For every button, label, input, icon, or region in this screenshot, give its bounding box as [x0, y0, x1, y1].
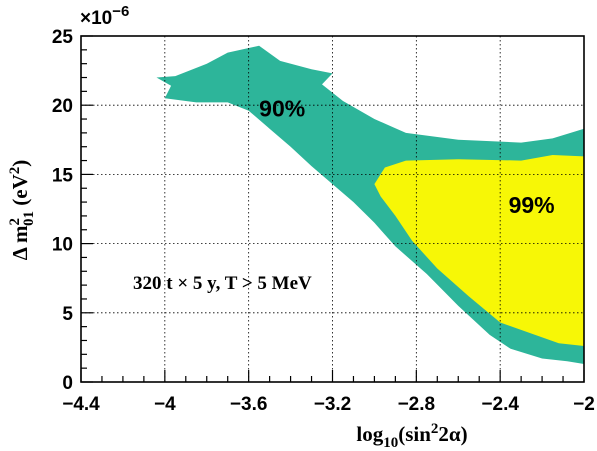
x-axis-title: log10(sin22α)	[356, 421, 467, 451]
y-tick-label: 15	[52, 165, 74, 186]
y-tick-label: 20	[52, 96, 73, 117]
y-multiplier: ×10−6	[80, 3, 129, 29]
region-labels: 90% 99%	[259, 95, 554, 218]
x-tick-label: −3.2	[314, 394, 352, 415]
x-tick-label: −2.4	[481, 394, 519, 415]
x-tick-label: −4	[154, 394, 176, 415]
y-axis-title: Δ m201 (eV2)	[7, 160, 37, 261]
y-tick-labels: 0 5 10 15 20 25	[52, 27, 74, 394]
region-label: 99%	[509, 192, 555, 218]
confidence-regions	[156, 45, 584, 364]
x-tick-label: −2.8	[398, 394, 436, 415]
annotation: 320 t × 5 y, T > 5 MeV	[133, 273, 312, 294]
y-tick-label: 25	[52, 27, 74, 48]
x-tick-label: −3.6	[230, 394, 268, 415]
y-tick-label: 5	[62, 304, 73, 325]
axis-ticks	[80, 35, 585, 383]
x-tick-label: −4.4	[62, 394, 100, 415]
region-label: 90%	[259, 95, 305, 121]
y-tick-label: 10	[52, 235, 73, 256]
x-tick-label: −2	[573, 394, 595, 415]
y-tick-label: 0	[62, 373, 73, 394]
x-tick-labels: −4.4 −4 −3.6 −3.2 −2.8 −2.4 −2	[62, 394, 595, 415]
grid-lines	[81, 36, 584, 382]
region-99-area	[374, 155, 584, 346]
